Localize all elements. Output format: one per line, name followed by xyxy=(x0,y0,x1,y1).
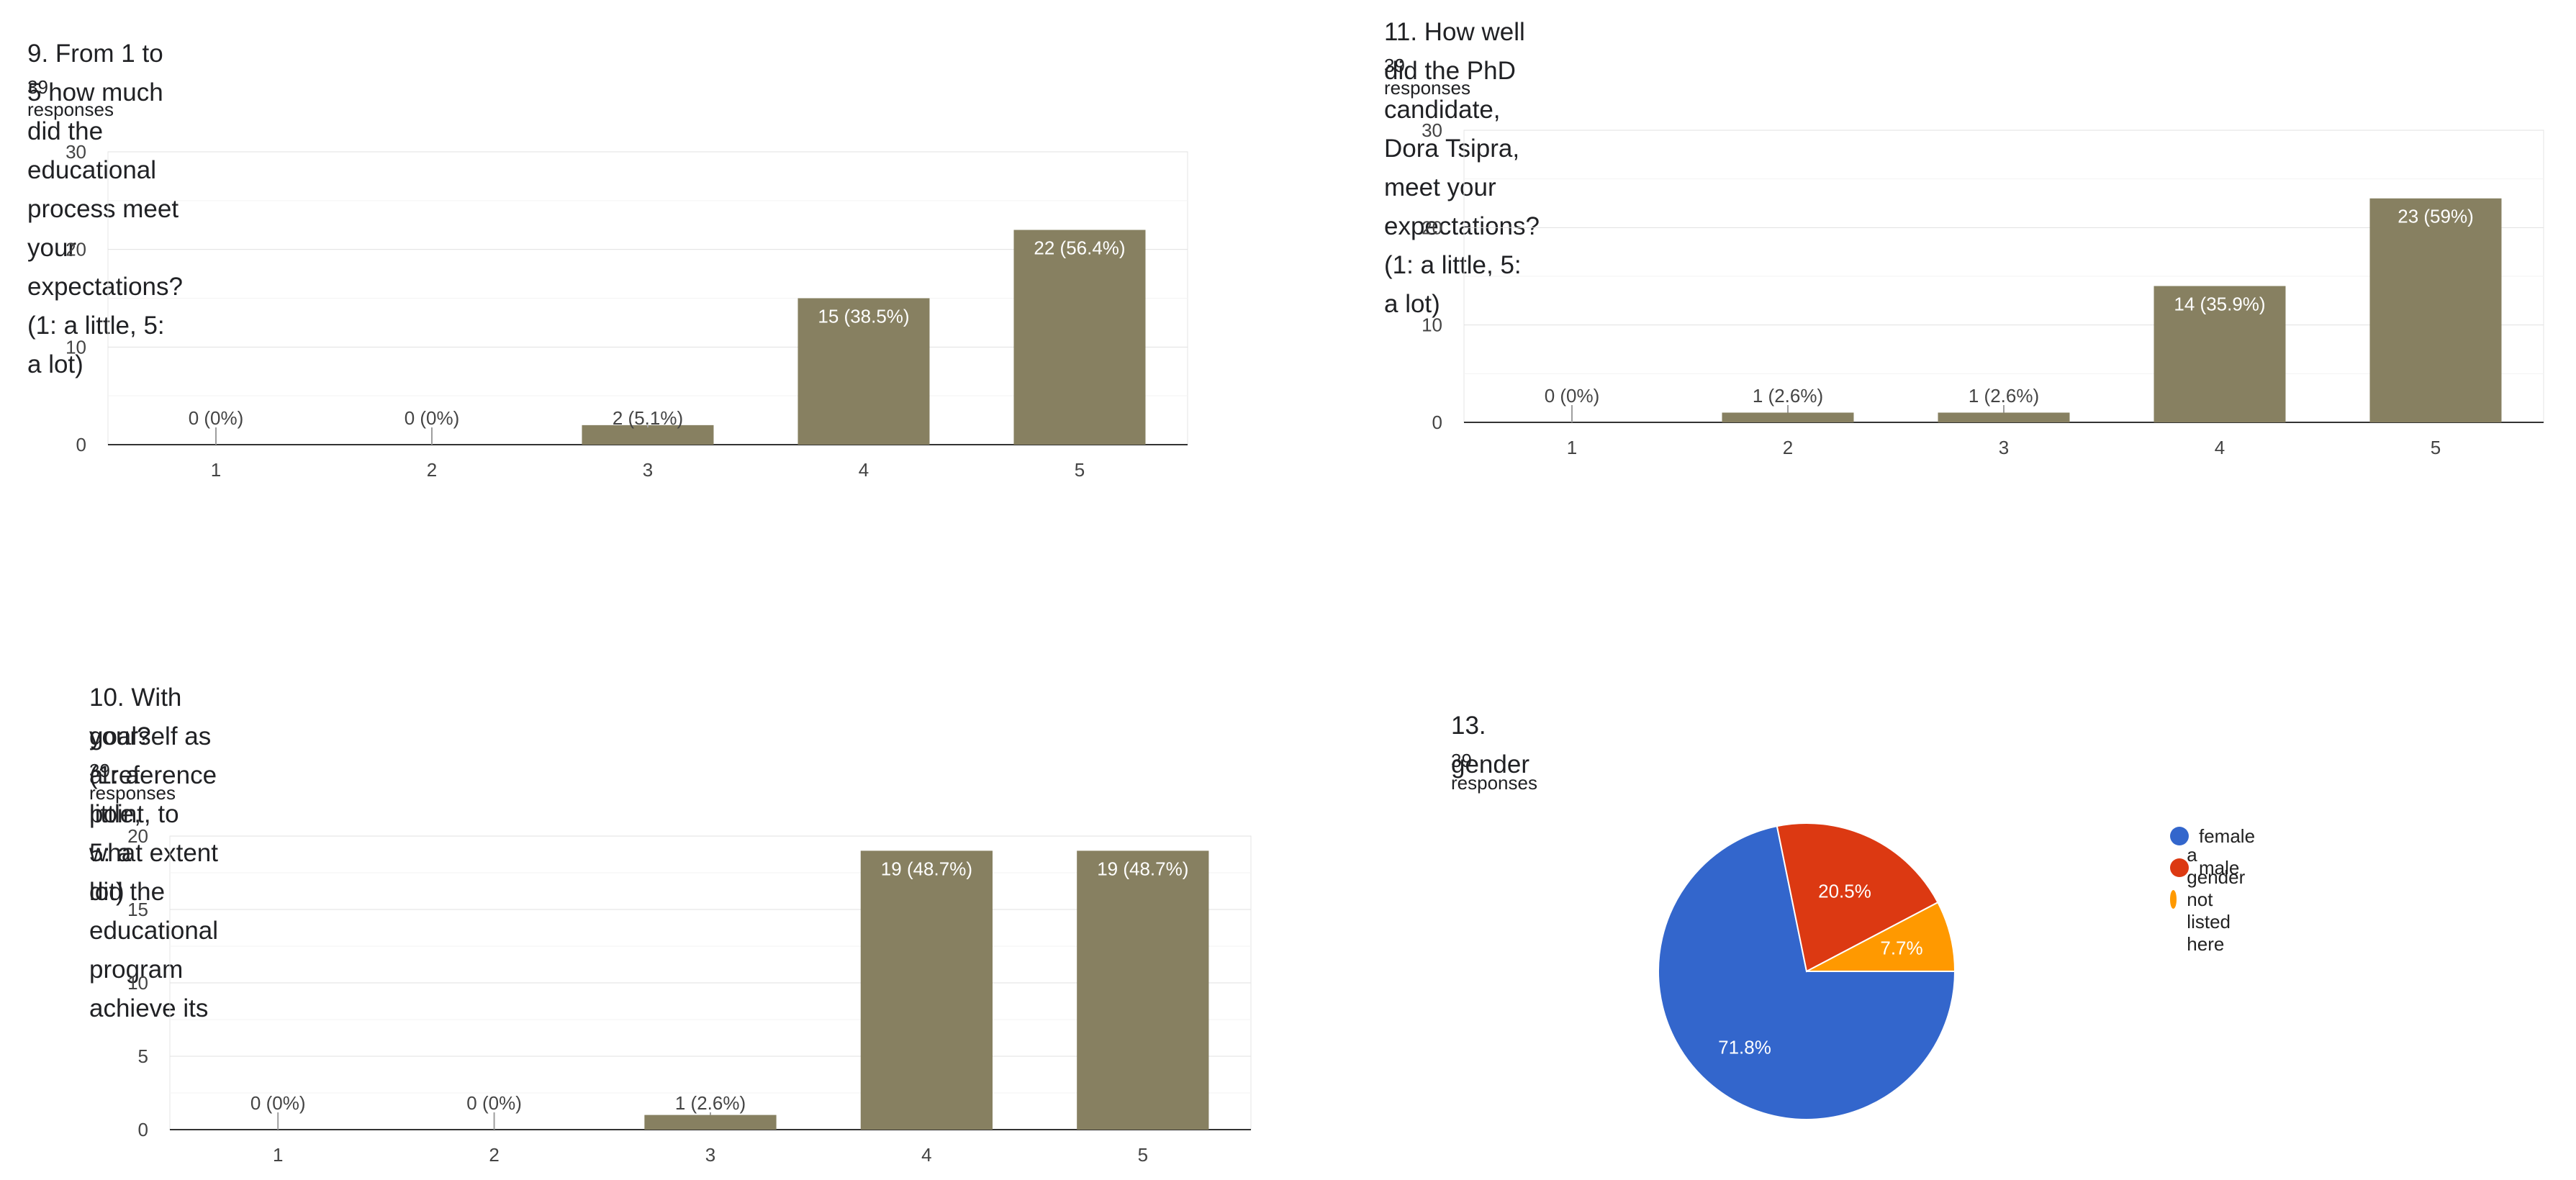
bar-chart-q10: 0 5 10 15 20 1 0 (0%) 2 0 (0%) 3 1 (2.6%) 4 19 (48.7… xyxy=(127,825,1252,1166)
legend-swatch-male xyxy=(2170,858,2189,877)
y-tick-label: 20 xyxy=(1422,217,1442,238)
legend-label-female: female xyxy=(2199,825,2256,847)
x-tick-label: 4 xyxy=(859,459,869,481)
bar-chart-q9: 0 10 20 30 1 0 (0%) 2 0 (0%) 3 2 (5.1%) 4 15 (38.5%… xyxy=(65,141,1188,481)
bar-q9-5[interactable] xyxy=(1013,230,1146,445)
bar-q10-4[interactable] xyxy=(860,850,993,1130)
x-tick-label: 1 xyxy=(273,1144,283,1166)
data-label: 22 (56.4%) xyxy=(1034,237,1125,259)
bar-q11-2[interactable] xyxy=(1722,412,1854,422)
y-tick-label: 0 xyxy=(138,1119,148,1140)
data-label: 23 (59%) xyxy=(2398,206,2474,227)
y-tick-label: 30 xyxy=(65,141,86,163)
chart-title-q10-line2: goal? (1: a little, 5: a lot) xyxy=(89,722,151,906)
x-tick-label: 3 xyxy=(643,459,653,481)
legend-label-male: male xyxy=(2199,856,2240,879)
data-label: 0 (0%) xyxy=(1545,385,1600,407)
responses-count-q9: 39 responses xyxy=(27,76,114,120)
pie-label-male: 20.5% xyxy=(1818,880,1871,902)
bar-q11-3[interactable] xyxy=(1938,412,2070,422)
data-label: 2 (5.1%) xyxy=(613,407,683,429)
pie-slice-not-listed[interactable] xyxy=(1806,901,1956,972)
bar-q9-3[interactable] xyxy=(582,425,714,445)
data-label: 1 (2.6%) xyxy=(1969,385,2039,407)
chart-title-q9: 9. From 1 to 5 how much did the educatio… xyxy=(27,40,183,378)
bar-chart-q11: 0 10 20 30 1 0 (0%) 2 1 (2.6%) 3 1 (2.6%) 4 14 (35.… xyxy=(1422,119,2544,458)
x-tick-label: 4 xyxy=(921,1144,931,1166)
bar-q11-4[interactable] xyxy=(2154,286,2286,422)
data-label: 0 (0%) xyxy=(250,1092,306,1114)
pie-slice-male[interactable] xyxy=(1776,822,1939,973)
data-label: 0 (0%) xyxy=(189,407,244,429)
x-tick-label: 5 xyxy=(1138,1144,1148,1166)
y-tick-label: 5 xyxy=(138,1045,148,1067)
y-tick-label: 0 xyxy=(1432,412,1442,433)
responses-count-q13: 39 responses xyxy=(1451,750,1537,794)
data-label: 1 (2.6%) xyxy=(675,1092,746,1114)
x-tick-label: 3 xyxy=(1999,437,2009,458)
x-tick-label: 2 xyxy=(489,1144,499,1166)
data-label: 0 (0%) xyxy=(405,407,460,429)
responses-count-q11: 39 responses xyxy=(1384,55,1470,99)
responses-count-q10: 39 responses xyxy=(89,760,176,804)
legend-item-female[interactable]: female xyxy=(2170,820,2257,852)
x-tick-label: 3 xyxy=(705,1144,715,1166)
x-tick-label: 2 xyxy=(427,459,437,481)
data-label: 0 (0%) xyxy=(466,1092,522,1114)
x-tick-label: 1 xyxy=(1567,437,1577,458)
y-tick-label: 10 xyxy=(1422,314,1442,336)
y-tick-label: 10 xyxy=(127,972,148,994)
x-tick-label: 1 xyxy=(211,459,221,481)
pie-label-not-listed: 7.7% xyxy=(1880,937,1922,958)
y-tick-label: 10 xyxy=(65,336,86,358)
y-tick-label: 30 xyxy=(1422,119,1442,141)
chart-title-q10-line1: 10. With yourself as a reference point, … xyxy=(89,684,219,1022)
pie-chart-q13: 71.8% 20.5% 7.7% xyxy=(1658,822,1956,1120)
y-tick-label: 15 xyxy=(127,899,148,920)
bar-q10-5[interactable] xyxy=(1077,850,1209,1130)
bar-q10-3[interactable] xyxy=(644,1115,777,1130)
legend-swatch-female xyxy=(2170,827,2189,845)
data-label: 14 (35.9%) xyxy=(2174,294,2265,315)
bar-q11-5[interactable] xyxy=(2369,198,2502,422)
legend-label-not-listed: a gender not listed here xyxy=(2187,843,2246,955)
data-label: 1 (2.6%) xyxy=(1753,385,1823,407)
x-tick-label: 2 xyxy=(1783,437,1793,458)
legend-item-male[interactable]: male xyxy=(2170,852,2257,884)
pie-slice-female[interactable] xyxy=(1658,825,1956,1120)
pie-legend: female male a gender not listed here xyxy=(2170,820,2257,955)
data-label: 19 (48.7%) xyxy=(1097,858,1188,879)
y-tick-label: 0 xyxy=(76,434,86,455)
chart-title-q11: 11. How well did the PhD candidate, Dora… xyxy=(1384,18,1540,318)
y-tick-label: 20 xyxy=(127,825,148,847)
bar-q9-4[interactable] xyxy=(797,298,930,445)
x-tick-label: 5 xyxy=(1075,459,1085,481)
pie-label-female: 71.8% xyxy=(1718,1036,1771,1058)
x-tick-label: 4 xyxy=(2215,437,2225,458)
data-label: 15 (38.5%) xyxy=(818,306,909,327)
legend-swatch-not-listed xyxy=(2170,890,2177,909)
y-tick-label: 20 xyxy=(65,239,86,260)
data-label: 19 (48.7%) xyxy=(881,858,972,879)
x-tick-label: 5 xyxy=(2431,437,2441,458)
legend-item-not-listed[interactable]: a gender not listed here xyxy=(2170,844,2257,955)
chart-title-q13: 13. gender xyxy=(1451,712,1529,779)
